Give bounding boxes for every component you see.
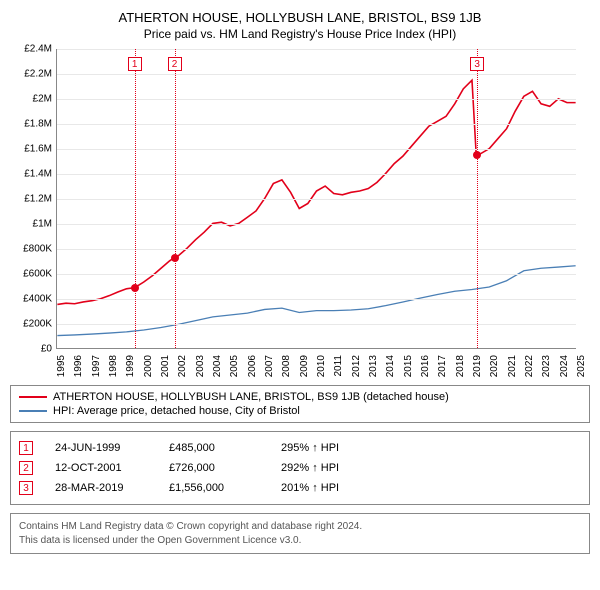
legend-label: HPI: Average price, detached house, City… <box>53 405 300 417</box>
y-tick-label: £200K <box>10 319 52 330</box>
footer-line: This data is licensed under the Open Gov… <box>19 534 581 548</box>
transaction-row: 3 28-MAR-2019 £1,556,000 201% ↑ HPI <box>19 478 581 498</box>
transaction-row: 2 12-OCT-2001 £726,000 292% ↑ HPI <box>19 458 581 478</box>
chart-container: ATHERTON HOUSE, HOLLYBUSH LANE, BRISTOL,… <box>0 0 600 564</box>
marker-vline <box>135 49 136 348</box>
transaction-price: £485,000 <box>169 442 259 454</box>
transaction-price: £726,000 <box>169 462 259 474</box>
marker-vline <box>477 49 478 348</box>
y-tick-label: £2.4M <box>10 44 52 55</box>
marker-number-box: 3 <box>470 57 484 71</box>
y-tick-label: £1M <box>10 219 52 230</box>
transaction-hpi: 201% ↑ HPI <box>281 482 581 494</box>
transaction-date: 12-OCT-2001 <box>55 462 147 474</box>
legend: ATHERTON HOUSE, HOLLYBUSH LANE, BRISTOL,… <box>10 385 590 423</box>
y-tick-label: £800K <box>10 244 52 255</box>
transaction-number-box: 2 <box>19 461 33 475</box>
transaction-date: 24-JUN-1999 <box>55 442 147 454</box>
marker-number-box: 2 <box>168 57 182 71</box>
y-tick-label: £1.6M <box>10 144 52 155</box>
transaction-price: £1,556,000 <box>169 482 259 494</box>
chart-subtitle: Price paid vs. HM Land Registry's House … <box>10 27 590 41</box>
legend-item: HPI: Average price, detached house, City… <box>19 404 581 418</box>
transaction-row: 1 24-JUN-1999 £485,000 295% ↑ HPI <box>19 438 581 458</box>
plot-area: 1 2 3 <box>56 49 576 349</box>
legend-swatch <box>19 410 47 412</box>
y-tick-label: £2.2M <box>10 69 52 80</box>
y-tick-label: £1.2M <box>10 194 52 205</box>
chart-title: ATHERTON HOUSE, HOLLYBUSH LANE, BRISTOL,… <box>10 10 590 25</box>
chart-area: £0 £200K £400K £600K £800K £1M £1.2M £1.4M £1.6M… <box>10 49 590 379</box>
y-tick-label: £0 <box>10 344 52 355</box>
y-tick-label: £400K <box>10 294 52 305</box>
legend-swatch <box>19 396 47 398</box>
marker-vline <box>175 49 176 348</box>
footer-attribution: Contains HM Land Registry data © Crown c… <box>10 513 590 554</box>
transaction-hpi: 295% ↑ HPI <box>281 442 581 454</box>
transactions-table: 1 24-JUN-1999 £485,000 295% ↑ HPI 2 12-OCT-20… <box>10 431 590 505</box>
transaction-number-box: 3 <box>19 481 33 495</box>
transaction-hpi: 292% ↑ HPI <box>281 462 581 474</box>
y-tick-label: £2M <box>10 94 52 105</box>
y-tick-label: £600K <box>10 269 52 280</box>
marker-dot <box>473 151 481 159</box>
marker-number-box: 1 <box>128 57 142 71</box>
y-tick-label: £1.4M <box>10 169 52 180</box>
legend-label: ATHERTON HOUSE, HOLLYBUSH LANE, BRISTOL,… <box>53 391 449 403</box>
x-tick-label: 2025 <box>576 355 600 377</box>
transaction-number-box: 1 <box>19 441 33 455</box>
footer-line: Contains HM Land Registry data © Crown c… <box>19 520 581 534</box>
marker-dot <box>131 284 139 292</box>
y-tick-label: £1.8M <box>10 119 52 130</box>
transaction-date: 28-MAR-2019 <box>55 482 147 494</box>
legend-item: ATHERTON HOUSE, HOLLYBUSH LANE, BRISTOL,… <box>19 390 581 404</box>
marker-dot <box>171 254 179 262</box>
